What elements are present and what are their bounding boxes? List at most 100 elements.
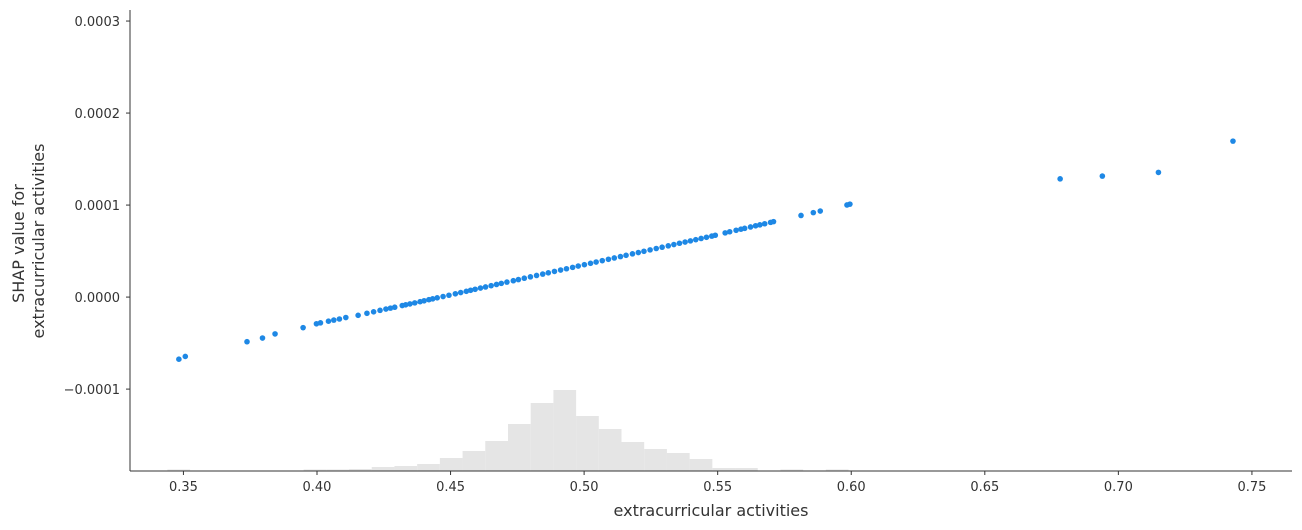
scatter-point: [411, 300, 418, 306]
scatter-point: [457, 289, 464, 296]
scatter-point: [752, 222, 759, 229]
x-tick-label: 0.45: [436, 480, 465, 495]
scatter-point: [325, 318, 332, 324]
scatter-point: [617, 253, 624, 260]
scatter-point: [687, 238, 694, 244]
scatter-point: [446, 292, 452, 299]
scatter-point: [407, 301, 413, 307]
scatter-point: [692, 236, 699, 243]
scatter-point: [1057, 176, 1063, 182]
scatter-point: [593, 259, 599, 265]
scatter-point: [488, 282, 494, 289]
scatter-point: [527, 274, 534, 280]
scatter-point: [1099, 173, 1106, 179]
histogram-bar: [825, 469, 849, 471]
histogram-bar: [735, 468, 758, 471]
scatter-point: [641, 248, 647, 255]
scatter-point: [355, 312, 361, 319]
scatter-point: [671, 241, 677, 248]
scatter-point: [682, 239, 688, 245]
x-tick-label: 0.75: [1237, 480, 1266, 495]
histogram-bar: [507, 424, 531, 471]
x-axis-label: extracurricular activities: [614, 501, 809, 520]
histogram-bar: [780, 469, 804, 471]
x-tick-label: 0.40: [303, 480, 332, 495]
histogram: [167, 390, 849, 471]
scatter-point: [452, 290, 459, 297]
y-tick-label: 0.0002: [75, 107, 121, 122]
scatter-point: [510, 277, 517, 284]
scatter-point: [551, 268, 558, 275]
scatter-point: [377, 307, 383, 314]
scatter-point: [300, 324, 306, 331]
scatter-point: [545, 269, 552, 276]
histogram-bar: [666, 453, 690, 471]
histogram-bar: [689, 459, 713, 471]
scatter-point: [515, 276, 522, 283]
scatter-point: [467, 287, 474, 294]
scatter-point: [176, 356, 182, 363]
scatter-point: [434, 295, 440, 301]
scatter-point: [477, 285, 484, 291]
scatter-point: [635, 249, 642, 256]
scatter-point: [569, 264, 576, 271]
scatter-point: [557, 267, 564, 273]
scatter-point: [761, 220, 768, 227]
histogram-bar: [417, 464, 440, 471]
scatter-point: [364, 310, 370, 317]
scatter-point: [402, 302, 409, 308]
scatter-point: [383, 306, 389, 312]
scatter-point: [493, 281, 500, 288]
histogram-bar: [371, 467, 395, 471]
y-axis-label-line-2: extracurricular activities: [29, 144, 48, 339]
scatter-point: [482, 284, 489, 290]
y-axis-label: SHAP value for extracurricular activitie…: [9, 144, 48, 339]
scatter-point: [1155, 169, 1162, 176]
scatter-point: [599, 257, 606, 264]
x-axis-ticks: 0.35 0.40 0.45 0.50 0.55 0.60 0.65 0.70 0.75: [169, 471, 1266, 495]
scatter-point: [605, 256, 612, 263]
histogram-bar: [303, 469, 327, 471]
scatter-point: [726, 228, 733, 235]
histogram-bar: [712, 468, 736, 471]
scatter-point: [611, 255, 618, 261]
scatter-point: [259, 335, 266, 341]
histogram-bar: [394, 466, 418, 471]
scatter-point: [387, 305, 394, 311]
y-axis-ticks: −0.0001 0.0000 0.0001 0.0002 0.0003: [64, 15, 130, 398]
y-tick-label: −0.0001: [64, 383, 120, 398]
scatter-point: [770, 218, 777, 225]
scatter-point: [575, 263, 582, 269]
scatter-point: [563, 265, 570, 272]
scatter-point: [581, 261, 588, 268]
scatter-point: [421, 297, 427, 304]
x-tick-label: 0.70: [1104, 480, 1133, 495]
histogram-bar: [553, 390, 577, 471]
scatter-point: [587, 260, 594, 267]
scatter-point: [712, 232, 719, 239]
scatter-point: [331, 317, 337, 323]
scatter-point: [498, 280, 505, 287]
scatter-point: [272, 331, 278, 337]
scatter-point: [336, 316, 343, 322]
scatter-point: [370, 309, 377, 315]
histogram-bar: [349, 469, 372, 471]
scatter-point: [798, 212, 804, 219]
x-tick-label: 0.65: [970, 480, 999, 495]
scatter-point: [539, 271, 546, 277]
histogram-bar: [439, 458, 463, 471]
histogram-bar: [644, 449, 667, 471]
scatter-point: [733, 227, 739, 234]
histogram-bar: [621, 442, 645, 471]
scatter-point: [741, 225, 748, 232]
scatter-point: [623, 252, 629, 259]
scatter-points: [176, 138, 1236, 363]
scatter-point: [698, 235, 704, 242]
y-tick-label: 0.0003: [75, 15, 121, 30]
scatter-point: [629, 251, 636, 257]
scatter-point: [747, 224, 754, 230]
scatter-point: [317, 320, 324, 326]
x-tick-label: 0.50: [570, 480, 599, 495]
scatter-point: [391, 304, 398, 311]
scatter-point: [429, 296, 436, 302]
